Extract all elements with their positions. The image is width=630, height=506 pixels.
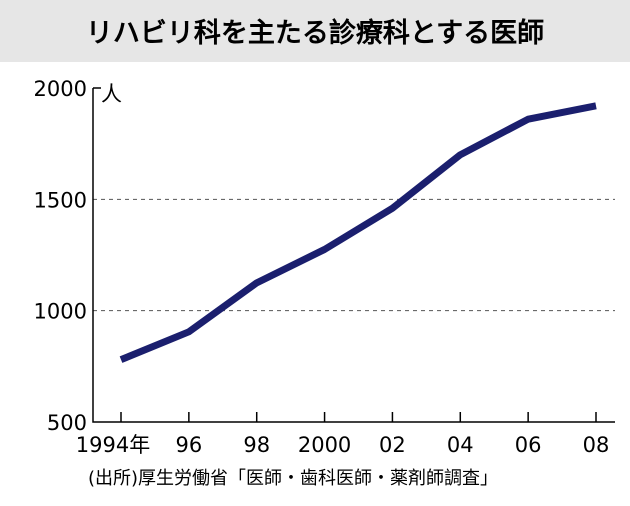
plot-frame [92,88,615,423]
source-note: (出所)厚生労働省「医師・歯科医師・薬剤師調査」 [88,468,498,489]
x-tick-label-5: 04 [447,433,474,457]
y-unit-label: 人 [101,82,122,106]
x-axis: 1994年 96 98 2000 02 04 06 08 [76,412,610,457]
series-line-0 [119,102,597,363]
x-tick-label-0: 1994年 [76,433,150,457]
x-tick-label-1: 96 [175,433,202,457]
title-banner [0,0,630,62]
y-tick-label-3: 2000 [34,77,87,101]
x-tick-label-7: 08 [583,433,610,457]
x-tick-label-2: 98 [243,433,270,457]
x-tick-label-4: 02 [379,433,406,457]
grid-lines [93,198,615,312]
y-axis: 500 1000 1500 2000 [34,77,87,435]
y-tick-label-2: 1500 [34,188,87,212]
y-tick-label-0: 500 [47,411,87,435]
chart-title: リハビリ科を主たる診療科とする医師 [86,17,544,49]
y-tick-label-1: 1000 [34,300,87,324]
x-tick-label-6: 06 [515,433,542,457]
series-group [119,102,597,363]
x-tick-label-3: 2000 [298,433,351,457]
